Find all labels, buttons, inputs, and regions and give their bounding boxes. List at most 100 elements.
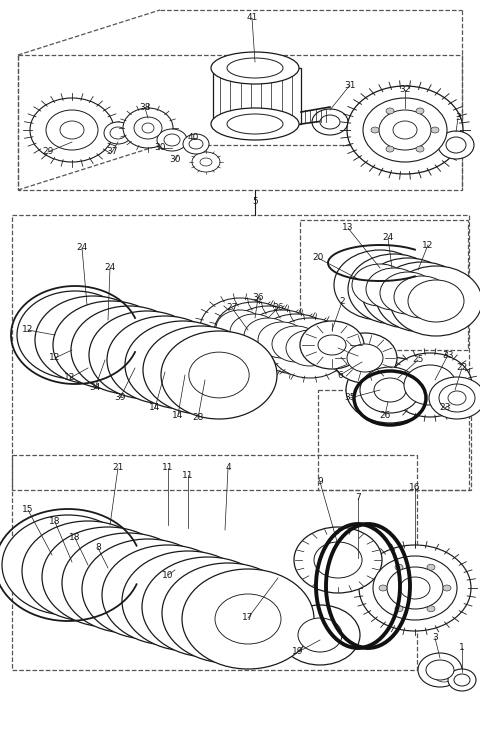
Ellipse shape bbox=[71, 306, 187, 394]
Ellipse shape bbox=[135, 570, 201, 620]
Ellipse shape bbox=[286, 330, 334, 366]
Text: 25: 25 bbox=[412, 356, 424, 365]
Ellipse shape bbox=[227, 114, 283, 134]
Text: 14: 14 bbox=[149, 404, 161, 413]
Text: 23: 23 bbox=[439, 404, 451, 413]
Ellipse shape bbox=[175, 582, 241, 632]
Ellipse shape bbox=[164, 134, 180, 146]
Ellipse shape bbox=[82, 539, 214, 639]
Ellipse shape bbox=[400, 577, 430, 599]
Ellipse shape bbox=[162, 563, 294, 663]
Ellipse shape bbox=[89, 311, 205, 399]
Ellipse shape bbox=[216, 310, 264, 346]
Text: 34: 34 bbox=[89, 383, 101, 392]
Ellipse shape bbox=[320, 115, 340, 129]
Text: 37: 37 bbox=[106, 148, 118, 157]
Ellipse shape bbox=[373, 556, 457, 620]
Ellipse shape bbox=[431, 127, 439, 133]
Ellipse shape bbox=[390, 266, 480, 336]
Bar bbox=[318, 390, 471, 490]
Text: 30: 30 bbox=[154, 143, 166, 152]
Ellipse shape bbox=[256, 314, 336, 374]
Ellipse shape bbox=[395, 564, 403, 570]
Ellipse shape bbox=[448, 391, 466, 405]
Ellipse shape bbox=[200, 158, 212, 166]
Text: 28: 28 bbox=[192, 413, 204, 422]
Ellipse shape bbox=[62, 533, 194, 633]
Ellipse shape bbox=[142, 123, 154, 133]
Ellipse shape bbox=[17, 291, 133, 379]
Ellipse shape bbox=[95, 558, 161, 608]
Ellipse shape bbox=[380, 272, 436, 314]
Text: 18: 18 bbox=[69, 533, 81, 542]
Ellipse shape bbox=[352, 264, 408, 306]
Ellipse shape bbox=[294, 527, 382, 593]
Ellipse shape bbox=[242, 310, 322, 370]
Text: 7: 7 bbox=[355, 494, 361, 503]
Ellipse shape bbox=[443, 585, 451, 591]
Ellipse shape bbox=[393, 121, 417, 139]
Ellipse shape bbox=[135, 337, 195, 383]
Ellipse shape bbox=[53, 301, 169, 389]
Ellipse shape bbox=[376, 262, 468, 332]
Ellipse shape bbox=[429, 377, 480, 419]
Text: 18: 18 bbox=[49, 518, 61, 527]
Ellipse shape bbox=[142, 557, 274, 657]
Ellipse shape bbox=[434, 668, 454, 682]
Text: 8: 8 bbox=[95, 544, 101, 553]
Ellipse shape bbox=[418, 653, 462, 687]
Bar bbox=[300, 220, 468, 350]
Ellipse shape bbox=[366, 268, 422, 310]
Ellipse shape bbox=[272, 326, 320, 362]
Ellipse shape bbox=[99, 327, 159, 373]
Text: 12: 12 bbox=[422, 240, 434, 249]
Text: 38: 38 bbox=[139, 104, 151, 113]
Ellipse shape bbox=[195, 588, 261, 638]
Ellipse shape bbox=[161, 331, 277, 419]
Text: 17: 17 bbox=[242, 613, 254, 622]
Ellipse shape bbox=[215, 594, 281, 644]
Ellipse shape bbox=[346, 357, 434, 423]
Ellipse shape bbox=[200, 298, 280, 358]
Bar bbox=[213, 68, 301, 124]
Text: 32: 32 bbox=[399, 86, 411, 95]
Ellipse shape bbox=[60, 121, 84, 139]
Ellipse shape bbox=[333, 333, 397, 383]
Ellipse shape bbox=[334, 250, 426, 320]
Ellipse shape bbox=[157, 129, 187, 151]
Ellipse shape bbox=[379, 585, 387, 591]
Ellipse shape bbox=[360, 367, 420, 413]
Ellipse shape bbox=[192, 152, 220, 172]
Ellipse shape bbox=[312, 109, 348, 135]
Text: 5: 5 bbox=[252, 198, 258, 207]
Ellipse shape bbox=[446, 137, 466, 153]
Text: 10: 10 bbox=[162, 571, 174, 580]
Text: 15: 15 bbox=[22, 506, 34, 515]
Text: 2: 2 bbox=[339, 298, 345, 307]
Ellipse shape bbox=[189, 352, 249, 398]
Ellipse shape bbox=[427, 564, 435, 570]
Ellipse shape bbox=[30, 98, 114, 162]
Ellipse shape bbox=[347, 86, 463, 174]
Ellipse shape bbox=[347, 344, 383, 372]
Ellipse shape bbox=[123, 108, 173, 148]
Text: 40: 40 bbox=[187, 134, 199, 142]
Ellipse shape bbox=[386, 108, 394, 114]
Text: 24: 24 bbox=[104, 263, 116, 272]
Text: 29: 29 bbox=[42, 148, 54, 157]
Ellipse shape bbox=[171, 347, 231, 393]
Ellipse shape bbox=[348, 254, 440, 324]
Text: 13: 13 bbox=[342, 224, 354, 233]
Text: 27: 27 bbox=[226, 304, 238, 313]
Ellipse shape bbox=[153, 342, 213, 388]
Ellipse shape bbox=[214, 302, 294, 362]
Ellipse shape bbox=[211, 108, 299, 140]
Ellipse shape bbox=[416, 146, 424, 152]
Ellipse shape bbox=[363, 98, 447, 162]
Ellipse shape bbox=[438, 131, 474, 159]
Ellipse shape bbox=[117, 332, 177, 378]
Ellipse shape bbox=[387, 567, 443, 609]
Text: 22: 22 bbox=[456, 363, 468, 372]
Ellipse shape bbox=[318, 335, 346, 355]
Ellipse shape bbox=[379, 110, 431, 150]
